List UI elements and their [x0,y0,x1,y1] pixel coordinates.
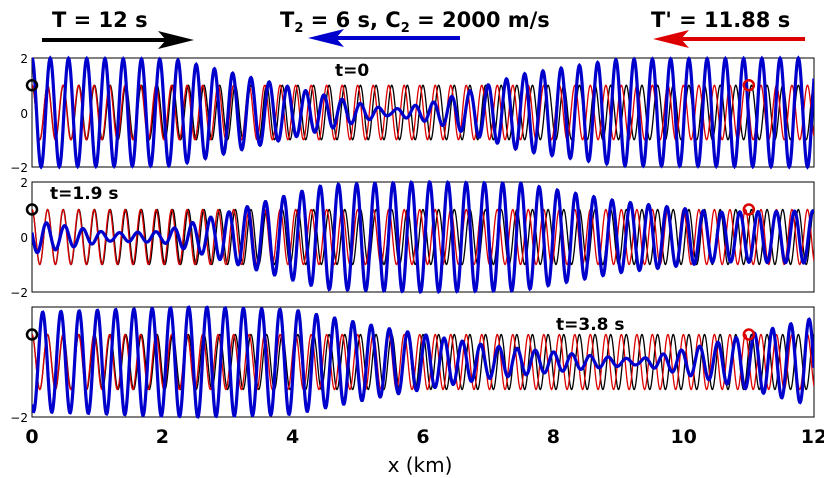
series-line-blue [32,55,814,170]
panel-time-label: t=0 [335,61,369,81]
x-tick-label: 2 [156,426,169,448]
arrow-left-red-icon [653,30,805,48]
y-tick-label: 0 [20,231,28,245]
phase-marker [742,79,756,92]
x-tick-label: 12 [801,426,824,448]
x-axis-label: x (km) [388,453,453,477]
panel-t3-8s: −2 t=3.8 s [10,305,815,425]
y-tick-label: 2 [20,176,28,190]
arrow-right-black-icon [42,31,194,49]
x-tick-label: 10 [670,426,696,448]
x-axis-tick-labels: 0 2 4 6 8 10 12 [25,426,824,448]
y-tick-label: 0 [20,107,28,121]
y-tick-label: −2 [10,411,28,425]
series-line-blue [32,305,814,419]
x-tick-label: 4 [286,426,299,448]
panel-time-label: t=1.9 s [50,184,119,204]
phase-marker [742,203,756,216]
series-line-blue [32,179,814,295]
series-line-red [32,84,814,141]
header-middle-label: T2 = 6 s, C2 = 2000 m/s [280,8,550,36]
phase-marker [25,203,39,216]
series-line-black [32,333,814,391]
x-tick-label: 0 [25,426,38,448]
phase-marker [742,328,756,341]
panel-t0: 2 0 −2 t=0 [10,52,815,175]
panel-time-label: t=3.8 s [556,315,625,335]
y-tick-label: 2 [20,52,28,66]
header-right-label: T' = 11.88 s [651,8,790,32]
header-left-label: T = 12 s [52,8,148,32]
x-tick-label: 8 [547,426,560,448]
series-line-black [32,208,814,266]
arrow-left-blue-icon [308,29,460,47]
phase-marker [25,79,39,92]
x-tick-label: 6 [416,426,429,448]
y-tick-label: −2 [10,161,28,175]
panel-t1-9s: 2 0 −2 t=1.9 s [10,176,815,300]
panel-frame [31,57,815,168]
y-tick-label: −2 [10,286,28,300]
phase-marker [25,328,39,341]
